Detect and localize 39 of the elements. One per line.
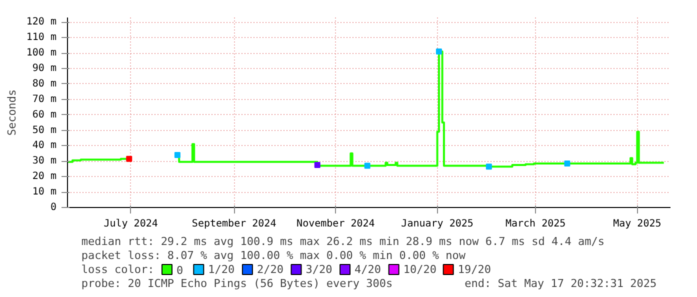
y-tick-label: 60 m — [32, 109, 57, 120]
legend-label: 3/20 — [306, 263, 332, 276]
y-axis-title: Seconds — [5, 89, 18, 136]
point — [486, 164, 492, 170]
point — [436, 48, 442, 54]
x-tick-label: March 2025 — [505, 218, 566, 230]
point — [126, 156, 132, 162]
y-tick-label: 120 m — [26, 16, 57, 28]
y-tick-label: 100 m — [26, 48, 57, 59]
legend-label: 1/20 — [208, 263, 235, 276]
y-tick-label: 90 m — [32, 62, 57, 74]
point — [564, 160, 570, 166]
x-tick-label: November 2024 — [296, 218, 375, 230]
legend-label: 4/20 — [354, 263, 382, 276]
y-tick-label: 80 m — [32, 78, 57, 90]
y-tick-label: 10 m — [32, 186, 57, 198]
y-tick-label: 70 m — [32, 94, 57, 105]
point — [314, 162, 320, 168]
legend-label: 0 — [176, 264, 184, 277]
point — [364, 162, 370, 169]
y-tick-label: 110 m — [26, 32, 57, 44]
x-tick-label: July 2024 — [104, 218, 158, 230]
y-tick-label: 20 m — [32, 171, 57, 182]
legend-label: 2/20 — [256, 263, 284, 276]
point — [174, 152, 180, 158]
x-tick-label: September 2024 — [192, 218, 276, 230]
text: end: Sat May 17 20:32:31 2025 — [464, 277, 657, 290]
y-tick-label: 0 — [50, 202, 57, 213]
text: packet loss: 8.07 % avg 100.00 % max 0.00 % min 0.00 % now — [81, 249, 466, 262]
text: probe: 20 ICMP Echo Pings (56 Bytes) every 300s — [81, 277, 393, 290]
y-tick-label: 50 m — [32, 124, 57, 136]
y-tick-label: 30 m — [32, 156, 57, 167]
legend-label: 19/20 — [458, 263, 491, 276]
x-tick-label: May 2025 — [613, 218, 662, 230]
x-tick-label: January 2025 — [401, 218, 474, 230]
legend-title: loss color: — [81, 263, 154, 276]
y-tick-label: 40 m — [32, 140, 57, 152]
legend-label: 10/20 — [403, 263, 436, 276]
text: median rtt: 29.2 ms avg 100.9 ms max 26.2 ms min 28.9 ms now 6.7 ms sd 4.4 am/s — [81, 235, 605, 248]
